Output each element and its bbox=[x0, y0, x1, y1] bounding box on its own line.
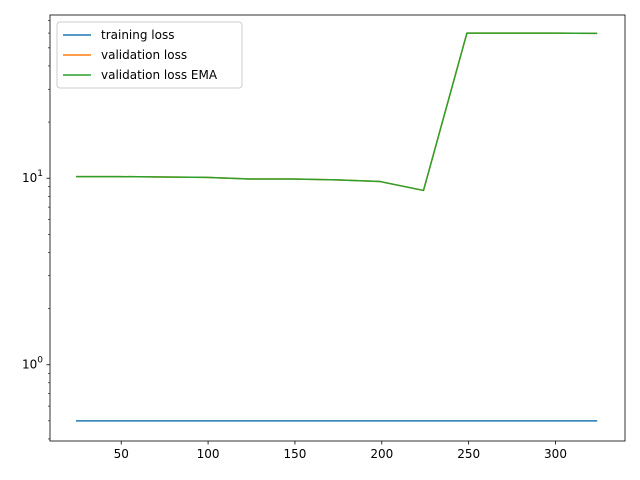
y-tick-label: 101 bbox=[22, 169, 43, 185]
plot-frame bbox=[49, 14, 626, 442]
x-tick-label: 150 bbox=[283, 447, 306, 461]
x-tick-label: 100 bbox=[197, 447, 220, 461]
x-tick-label: 250 bbox=[457, 447, 480, 461]
legend-label-2: validation loss bbox=[101, 48, 187, 62]
x-tick-label: 50 bbox=[114, 447, 129, 461]
y-tick-label: 100 bbox=[22, 356, 43, 372]
plot-lines bbox=[76, 32, 598, 422]
x-axis: 50 100 150 200 250 300 bbox=[114, 441, 567, 461]
legend: training loss validation loss validation l… bbox=[56, 21, 243, 89]
y-axis: 100 101 bbox=[22, 20, 50, 440]
x-tick-label: 300 bbox=[544, 447, 567, 461]
legend-label-1: training loss bbox=[101, 28, 174, 42]
legend-box bbox=[56, 21, 243, 89]
series-line-3 bbox=[76, 32, 598, 192]
legend-label-3: validation loss EMA bbox=[101, 68, 218, 82]
x-tick-label: 200 bbox=[370, 447, 393, 461]
